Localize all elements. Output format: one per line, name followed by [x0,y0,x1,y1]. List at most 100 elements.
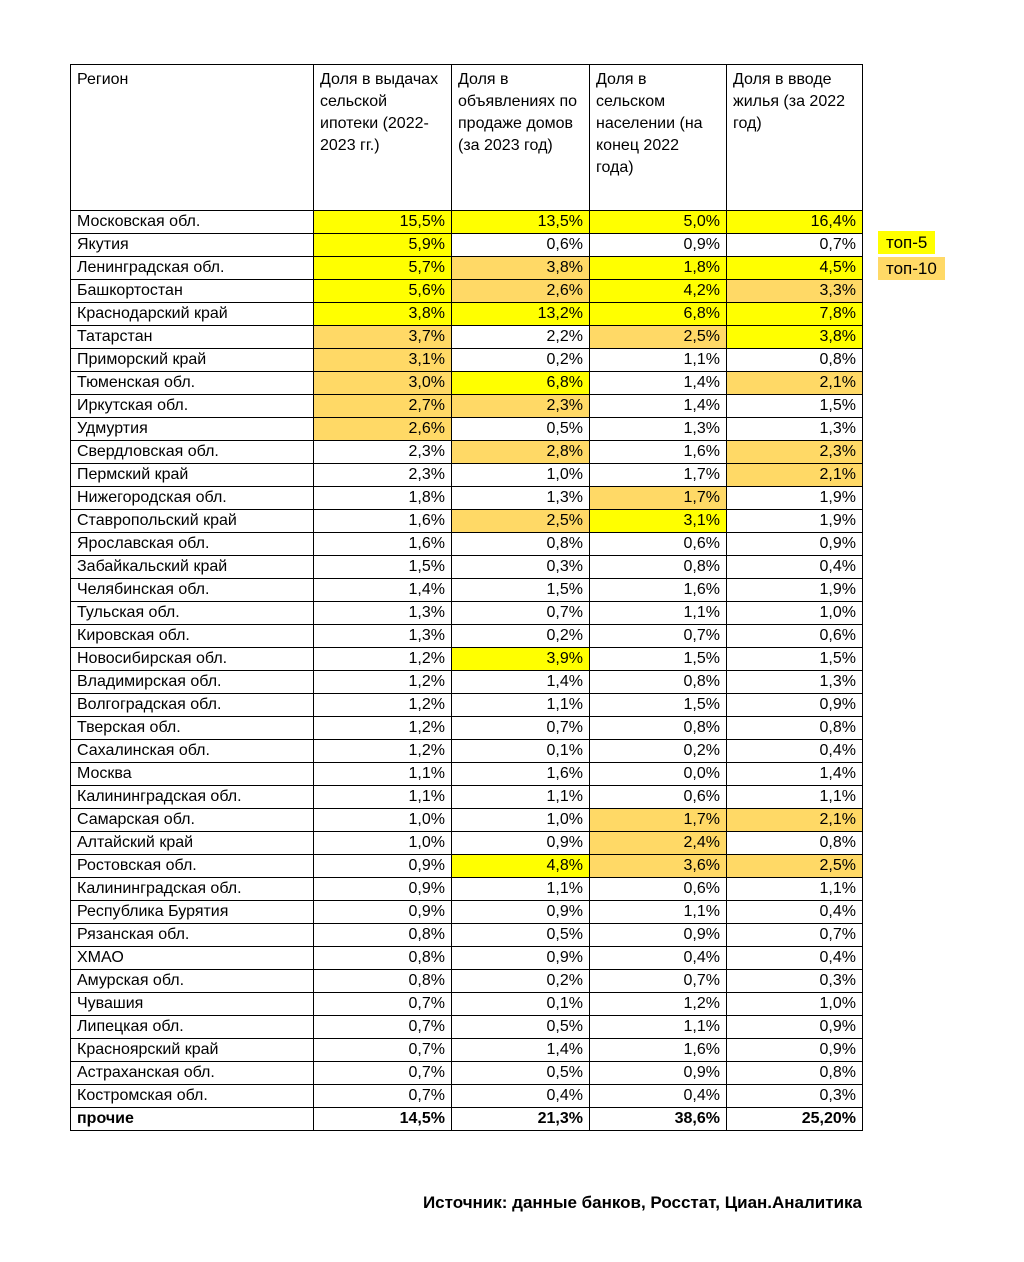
region-cell: Челябинская обл. [70,578,314,602]
table-row: Нижегородская обл. 1,8% 1,3% 1,7% 1,9% [70,486,863,510]
table-row: Новосибирская обл. 1,2% 3,9% 1,5% 1,5% [70,647,863,671]
value-cell: 3,8% [726,325,863,349]
value-cell: 2,3% [451,394,590,418]
table-row: Самарская обл. 1,0% 1,0% 1,7% 2,1% [70,808,863,832]
table-header: Регион Доля в выдачах сельской ипотеки (2… [70,64,863,211]
table-row: Кировская обл. 1,3% 0,2% 0,7% 0,6% [70,624,863,648]
value-cell: 14,5% [313,1107,452,1131]
region-cell: Нижегородская обл. [70,486,314,510]
table-row: Чувашия 0,7% 0,1% 1,2% 1,0% [70,992,863,1016]
region-cell: Татарстан [70,325,314,349]
table-row: Калининградская обл. 1,1% 1,1% 0,6% 1,1% [70,785,863,809]
region-cell: Самарская обл. [70,808,314,832]
value-cell: 21,3% [451,1107,590,1131]
value-cell: 0,4% [451,1084,590,1108]
value-cell: 1,9% [726,486,863,510]
value-cell: 2,4% [589,831,727,855]
region-cell: Тюменская обл. [70,371,314,395]
value-cell: 0,3% [726,969,863,993]
source-note: Источник: данные банков, Росстат, Циан.А… [422,1193,862,1212]
value-cell: 0,9% [451,900,590,924]
value-cell: 38,6% [589,1107,727,1131]
region-cell: Башкортостан [70,279,314,303]
value-cell: 15,5% [313,210,452,234]
value-cell: 1,3% [726,417,863,441]
value-cell: 0,2% [451,624,590,648]
region-cell: Иркутская обл. [70,394,314,418]
value-cell: 3,8% [313,302,452,326]
value-cell: 4,8% [451,854,590,878]
value-cell: 5,9% [313,233,452,257]
value-cell: 1,1% [589,1015,727,1039]
value-cell: 0,9% [726,532,863,556]
table-row: Московская обл. 15,5% 13,5% 5,0% 16,4% [70,210,863,234]
table-wrap: Регион Доля в выдачах сельской ипотеки (2… [70,64,863,1131]
value-cell: 0,8% [726,831,863,855]
table-row: Краснодарский край 3,8% 13,2% 6,8% 7,8% [70,302,863,326]
value-cell: 1,1% [451,693,590,717]
region-cell: прочие [70,1107,314,1131]
table-row: Приморский край 3,1% 0,2% 1,1% 0,8% [70,348,863,372]
value-cell: 2,1% [726,808,863,832]
value-cell: 1,2% [589,992,727,1016]
value-cell: 0,8% [313,923,452,947]
value-cell: 1,3% [451,486,590,510]
value-cell: 0,5% [451,923,590,947]
region-cell: Волгоградская обл. [70,693,314,717]
column-header: Доля в сельском населении (на конец 2022… [589,64,727,211]
table-row: Волгоградская обл. 1,2% 1,1% 1,5% 0,9% [70,693,863,717]
value-cell: 1,7% [589,463,727,487]
column-header: Доля в вводе жилья (за 2022 год) [726,64,863,211]
table-row: прочие 14,5% 21,3% 38,6% 25,20% [70,1107,863,1131]
value-cell: 2,3% [313,463,452,487]
value-cell: 2,3% [726,440,863,464]
value-cell: 0,4% [726,900,863,924]
value-cell: 2,5% [451,509,590,533]
value-cell: 0,5% [451,417,590,441]
value-cell: 1,5% [313,555,452,579]
table-row: Москва 1,1% 1,6% 0,0% 1,4% [70,762,863,786]
value-cell: 1,1% [313,785,452,809]
value-cell: 3,1% [589,509,727,533]
value-cell: 6,8% [589,302,727,326]
header-row: Регион Доля в выдачах сельской ипотеки (2… [70,64,863,211]
value-cell: 0,7% [726,233,863,257]
value-cell: 0,9% [589,923,727,947]
table-row: Пермский край 2,3% 1,0% 1,7% 2,1% [70,463,863,487]
value-cell: 1,4% [313,578,452,602]
value-cell: 0,8% [726,1061,863,1085]
region-cell: Алтайский край [70,831,314,855]
table-row: Костромская обл. 0,7% 0,4% 0,4% 0,3% [70,1084,863,1108]
value-cell: 0,8% [589,670,727,694]
value-cell: 1,2% [313,670,452,694]
value-cell: 1,6% [589,1038,727,1062]
table-row: Якутия 5,9% 0,6% 0,9% 0,7% [70,233,863,257]
region-cell: ХМАО [70,946,314,970]
value-cell: 0,4% [589,1084,727,1108]
value-cell: 1,5% [451,578,590,602]
value-cell: 0,8% [726,348,863,372]
value-cell: 1,9% [726,509,863,533]
region-cell: Ставропольский край [70,509,314,533]
table-row: Башкортостан 5,6% 2,6% 4,2% 3,3% [70,279,863,303]
value-cell: 1,0% [313,831,452,855]
value-cell: 2,6% [313,417,452,441]
value-cell: 1,5% [726,394,863,418]
value-cell: 1,1% [726,877,863,901]
value-cell: 0,7% [313,992,452,1016]
region-cell: Москва [70,762,314,786]
value-cell: 1,1% [589,900,727,924]
value-cell: 0,4% [726,946,863,970]
table-row: Тюменская обл. 3,0% 6,8% 1,4% 2,1% [70,371,863,395]
value-cell: 0,8% [589,716,727,740]
value-cell: 2,7% [313,394,452,418]
value-cell: 1,5% [726,647,863,671]
value-cell: 0,0% [589,762,727,786]
value-cell: 2,8% [451,440,590,464]
value-cell: 1,1% [451,785,590,809]
value-cell: 0,9% [313,854,452,878]
region-cell: Приморский край [70,348,314,372]
value-cell: 1,1% [451,877,590,901]
region-cell: Кировская обл. [70,624,314,648]
value-cell: 2,3% [313,440,452,464]
